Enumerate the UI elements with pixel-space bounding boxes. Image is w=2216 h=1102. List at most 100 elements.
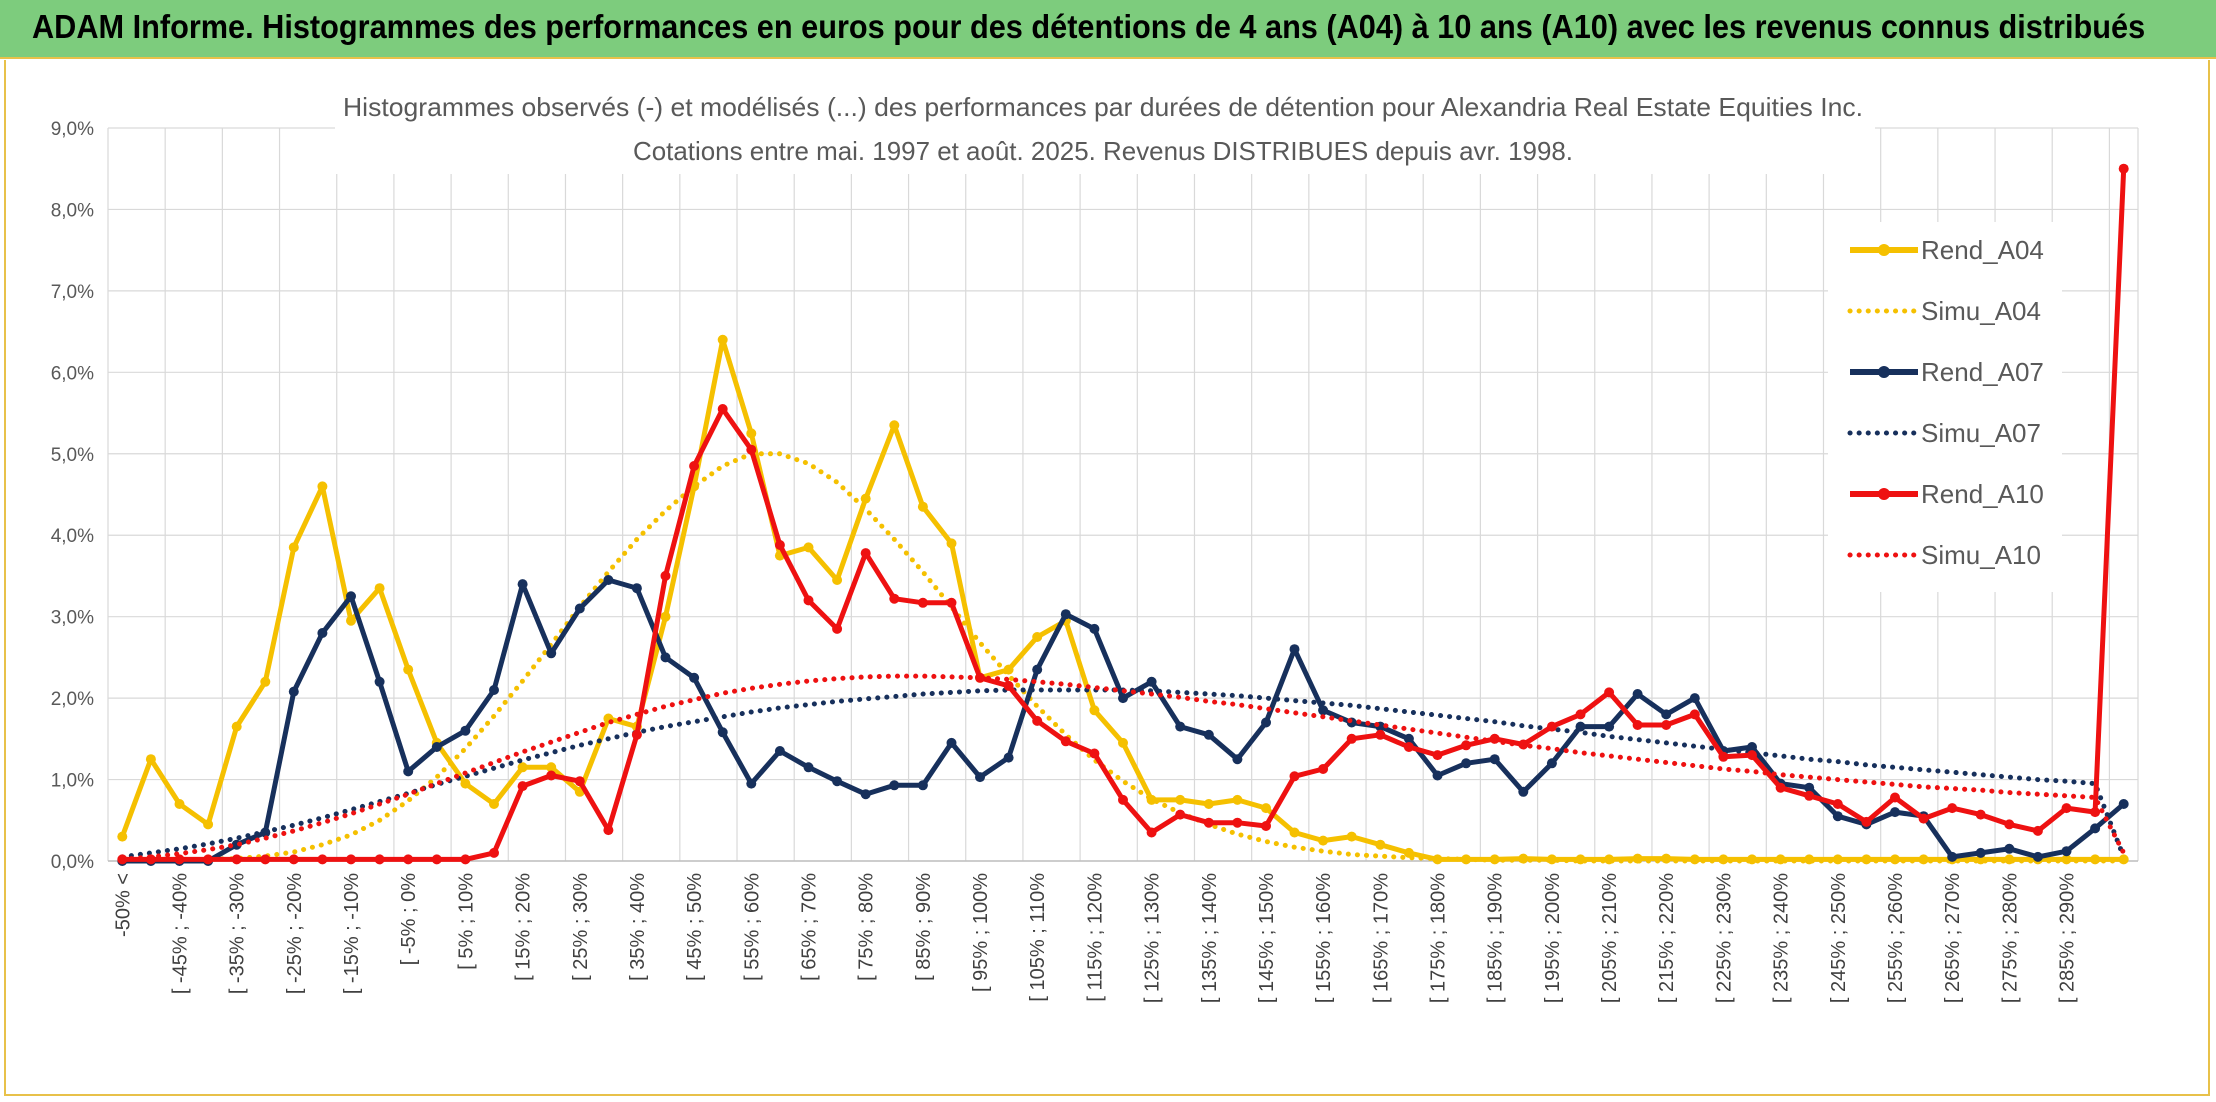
series-rend-a07-point [1403, 733, 1414, 744]
series-rend-a07-point [460, 725, 471, 736]
series-rend-a04-point [746, 428, 757, 439]
series-rend-a10-point [2090, 807, 2101, 818]
x-tick-label: [ 155% ; 160% [1313, 873, 1335, 1003]
y-tick-label: 4,0% [51, 526, 94, 547]
series-rend-a07-point [889, 780, 900, 791]
series-rend-a07-point [1203, 729, 1214, 740]
series-rend-a07-point [1318, 705, 1329, 716]
series-rend-a10-point [1318, 764, 1329, 774]
x-tick-label: [ 115% ; 120% [1084, 873, 1106, 1002]
series-rend-a07-point [1947, 851, 1958, 862]
y-tick-label: 5,0% [51, 445, 94, 466]
y-tick-label: 8,0% [51, 200, 94, 221]
legend-label-rend-a04: Rend_A04 [1921, 235, 2044, 265]
series-rend-a10-point [1003, 680, 1014, 691]
series-rend-a07-point [346, 591, 356, 602]
series-rend-a10-point [403, 854, 414, 865]
series-rend-a10-point [460, 854, 471, 865]
series-rend-a10-point [1146, 827, 1157, 838]
series-rend-a04-point [917, 501, 928, 512]
x-tick-label: [ 105% ; 110% [1027, 873, 1049, 1002]
series-rend-a10-point [1975, 809, 1986, 820]
series-rend-a04-point [660, 611, 671, 622]
legend-label-rend-a07: Rend_A07 [1921, 357, 2044, 387]
series-rend-a07-point [717, 727, 728, 738]
series-rend-a10-point [1718, 751, 1729, 762]
series-rend-a10-point [1403, 742, 1414, 752]
series-rend-a07-point [1232, 754, 1243, 765]
x-axis-ticks: -50% < [ -45% ; -40% [ -35% ; -30% [ -25% ;… [112, 873, 2078, 1003]
x-tick-label: [ 95% ; 100% [970, 873, 992, 992]
x-tick-label: [ 5% ; 10% [455, 873, 477, 970]
series-rend-a10-point [1604, 687, 1615, 698]
series-rend-a10-point [374, 854, 385, 865]
series-rend-a10-point [1289, 771, 1300, 782]
series-rend-a07-point [431, 742, 442, 752]
series-rend-a10-point [346, 854, 356, 865]
series-rend-a04-point [203, 819, 214, 830]
series-rend-a10-point [689, 461, 700, 471]
x-tick-label: [ -15% ; -10% [341, 873, 363, 994]
series-rend-a07-point [1518, 786, 1529, 797]
series-rend-a10-point [660, 570, 671, 581]
series-rend-a04-point [174, 799, 185, 809]
series-rend-a07-point [1289, 644, 1300, 655]
series-rend-a07-point [746, 778, 757, 789]
series-rend-a10-point [517, 781, 528, 792]
series-rend-a07-point [1661, 709, 1672, 720]
series-rend-a10-point [1375, 729, 1386, 740]
y-tick-label: 9,0% [51, 119, 94, 140]
x-tick-label: [ 265% ; 270% [1942, 873, 1964, 1003]
series-rend-a04-point [517, 762, 528, 773]
x-tick-label: [ 165% ; 170% [1370, 873, 1392, 1003]
series-rend-a10-point [260, 854, 271, 865]
series-rend-a07-point [689, 672, 700, 683]
series-rend-a10-point [174, 854, 185, 865]
series-rend-a04-point [403, 664, 414, 675]
series-rend-a04-point [1346, 831, 1357, 842]
series-rend-a04-point [1289, 827, 1300, 838]
series-rend-a07-point [2061, 846, 2072, 857]
series-rend-a07-point [517, 579, 528, 590]
series-rend-a04-point [1203, 799, 1214, 809]
x-tick-label: [ 25% ; 30% [570, 873, 592, 981]
y-tick-label: 7,0% [51, 282, 94, 303]
legend-marker-rend-a10 [1878, 488, 1890, 500]
series-rend-a10-point [1118, 794, 1128, 805]
x-tick-label: [ 125% ; 130% [1142, 873, 1164, 1003]
series-rend-a07-point [1546, 758, 1557, 769]
series-rend-a10-point [203, 854, 214, 865]
legend-label-simu-a07: Simu_A07 [1921, 418, 2041, 448]
series-rend-a04-point [1375, 839, 1386, 850]
series-rend-a10-point [1689, 709, 1700, 720]
series-rend-a07-point [1175, 721, 1186, 732]
series-rend-a07-point [832, 776, 843, 787]
series-rend-a10-point [1203, 817, 1214, 828]
series-rend-a04-point [489, 799, 499, 809]
series-rend-a04-point [346, 615, 356, 626]
series-rend-a10-point [288, 854, 299, 865]
series-rend-a10-point [631, 729, 642, 740]
x-tick-label: [ 35% ; 40% [627, 873, 649, 981]
series-rend-a04-point [889, 420, 900, 431]
x-tick-label: [ 245% ; 250% [1828, 873, 1850, 1003]
x-tick-label: [ -25% ; -20% [284, 873, 306, 994]
series-rend-a04-point [1175, 794, 1186, 805]
series-rend-a10-point [917, 597, 928, 608]
series-rend-a10-point [803, 595, 814, 606]
series-rend-a10-point [1175, 809, 1186, 820]
series-rend-a10-point [1060, 736, 1071, 747]
series-rend-a10-point [1546, 721, 1557, 732]
x-tick-label: [ 175% ; 180% [1428, 873, 1450, 1003]
series-rend-a07-point [1575, 721, 1586, 732]
series-rend-a07-point [2090, 823, 2101, 834]
series-rend-a10-point [431, 854, 442, 865]
series-rend-a04-point [145, 754, 156, 765]
chart-frame [4, 60, 2210, 1096]
series-rend-a10-point [574, 776, 585, 787]
series-rend-a04-point [546, 762, 557, 773]
series-simu-a10-line [119, 673, 2127, 862]
series-rend-a07-point [1632, 689, 1643, 699]
x-tick-label: [ 205% ; 210% [1599, 873, 1621, 1003]
series-simu-a04-line [119, 451, 2127, 864]
